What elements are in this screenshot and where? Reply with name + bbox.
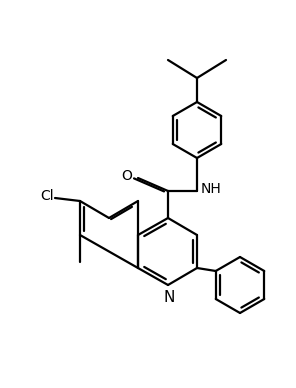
Text: N: N [164,290,175,305]
Text: Cl: Cl [40,189,54,203]
Text: NH: NH [201,182,221,196]
Text: O: O [121,169,132,183]
